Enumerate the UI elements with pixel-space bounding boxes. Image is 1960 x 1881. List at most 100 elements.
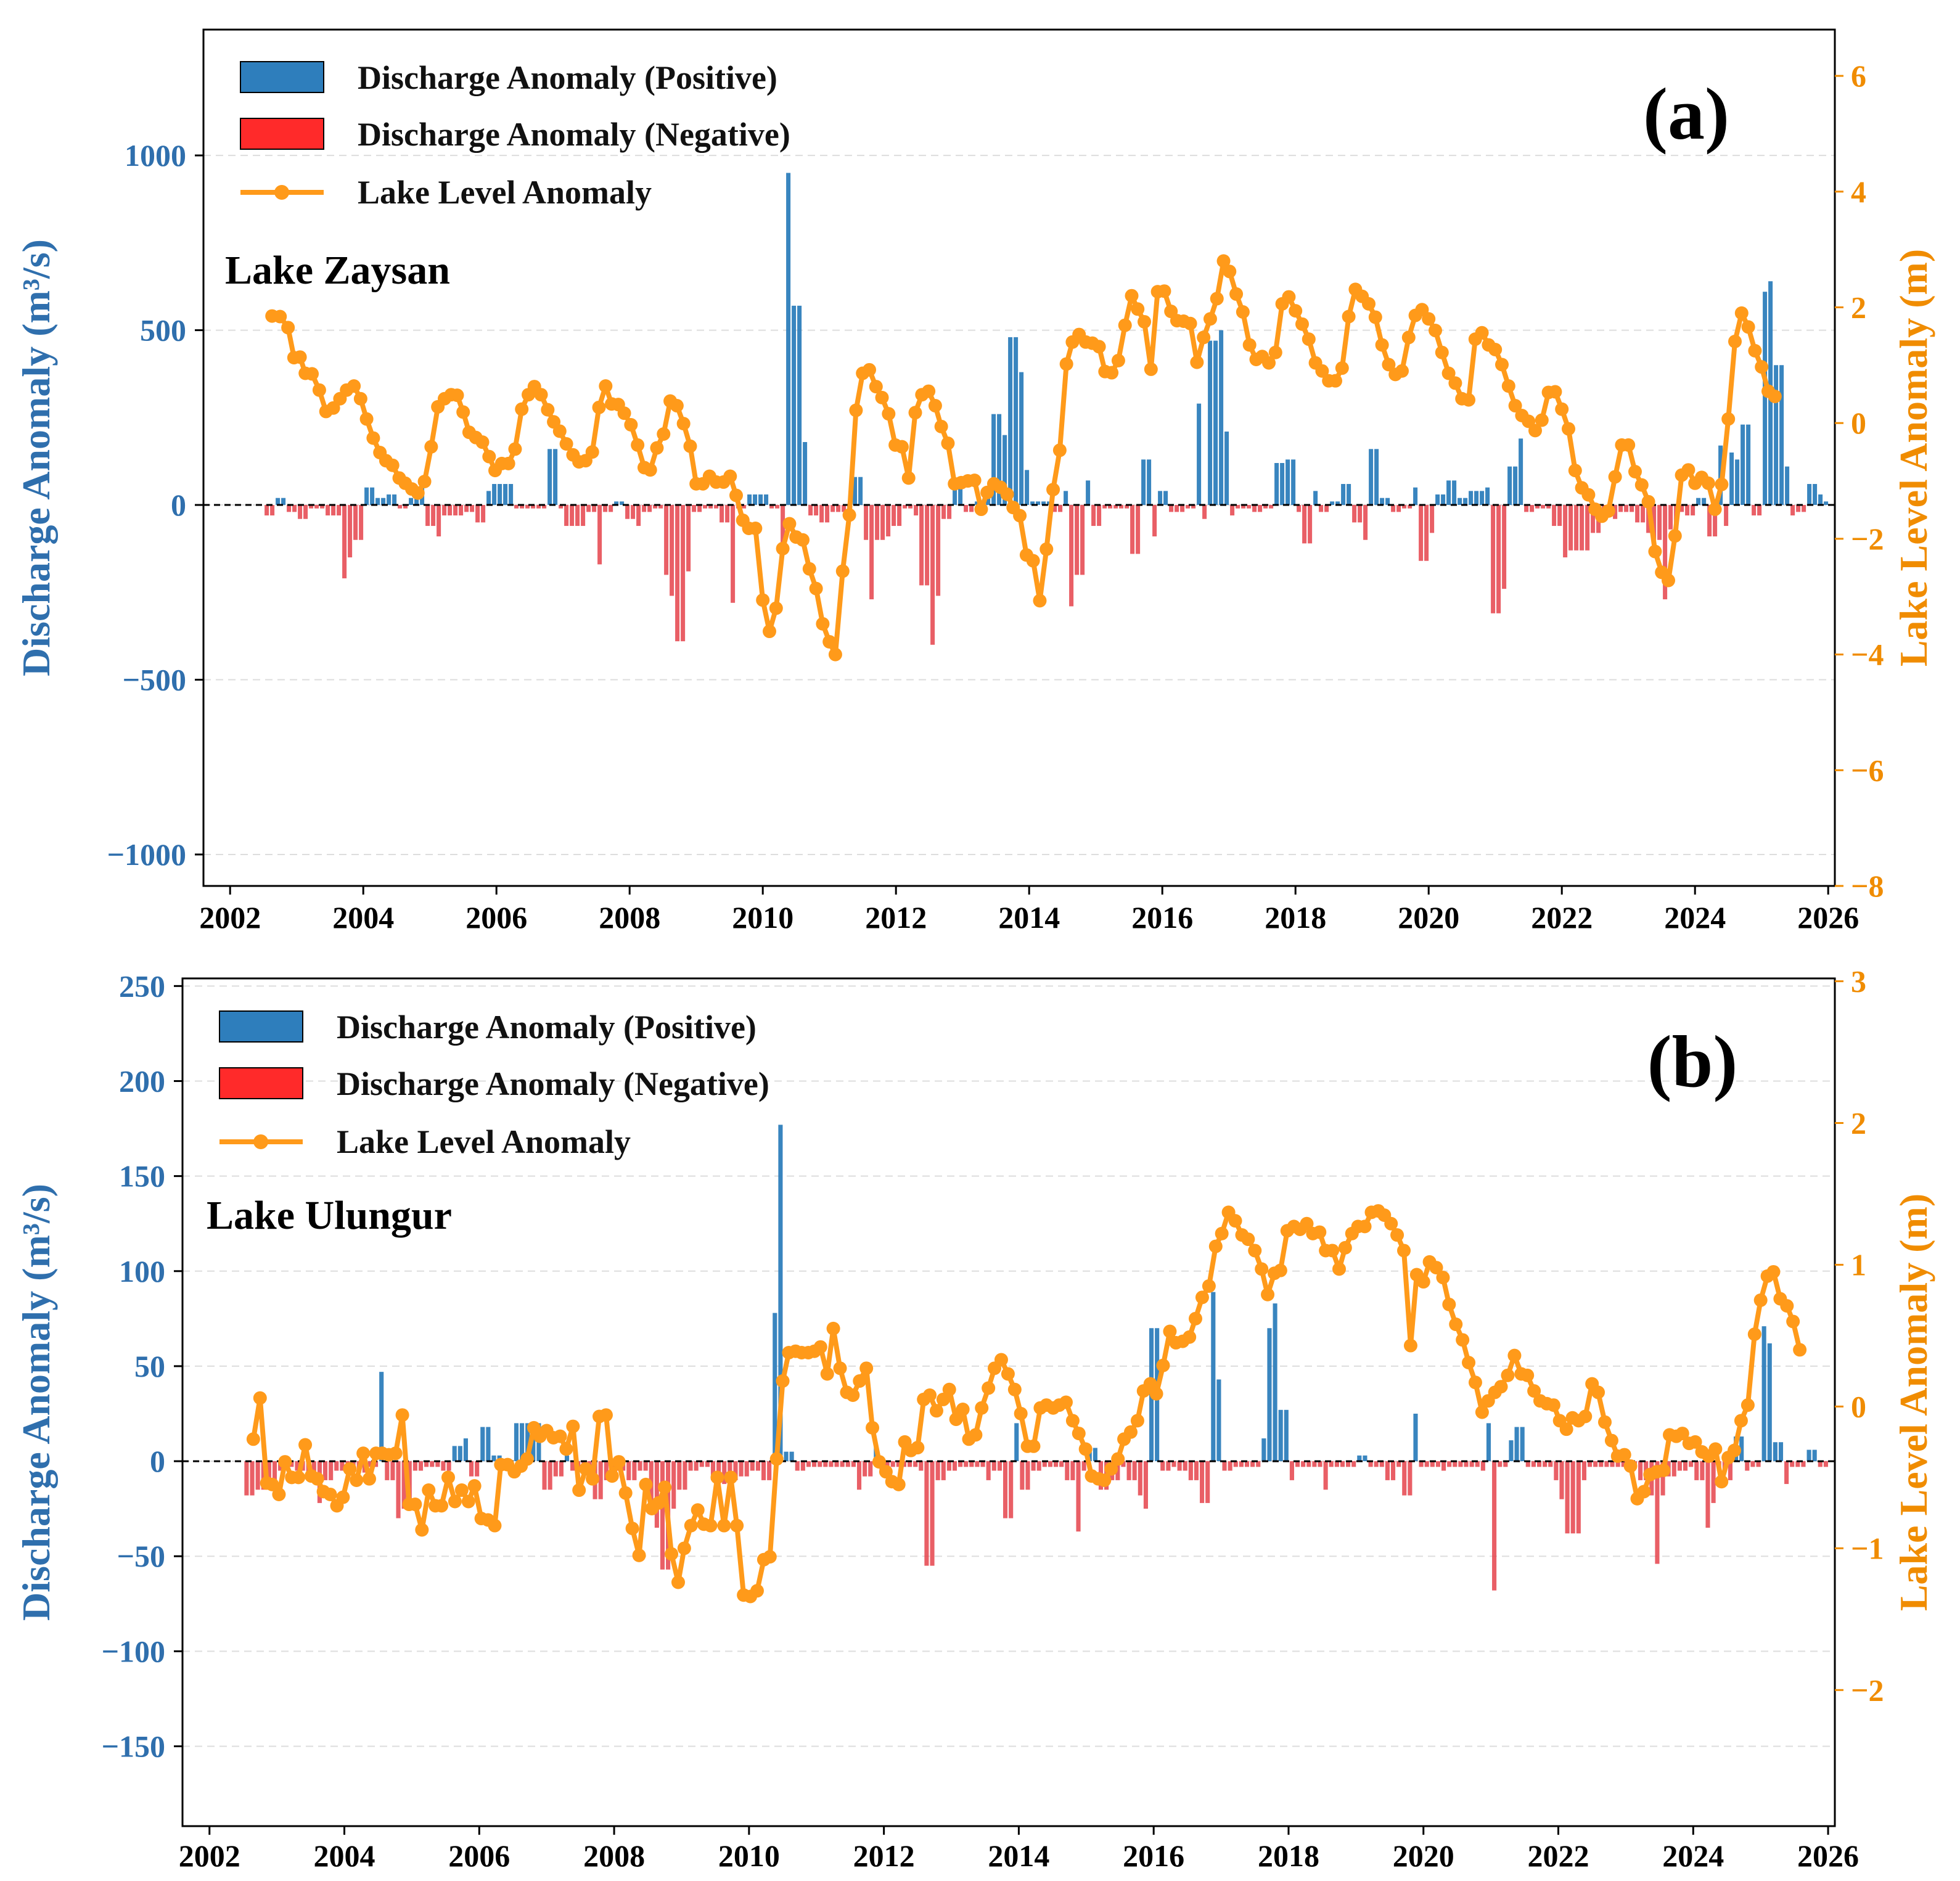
bar-negative xyxy=(570,1461,575,1471)
bar-negative xyxy=(1802,505,1806,512)
bar-negative xyxy=(1052,505,1057,512)
bar-negative xyxy=(437,505,441,537)
bar-negative xyxy=(342,505,347,579)
bar-negative xyxy=(1585,505,1590,551)
bar-negative xyxy=(401,1461,406,1509)
bar-negative xyxy=(1568,505,1573,551)
lake-level-point xyxy=(1662,573,1675,588)
bar-negative xyxy=(385,1461,390,1480)
bar-negative xyxy=(1430,1461,1435,1467)
y-left-tick-label: 250 xyxy=(119,969,165,1003)
bar-negative xyxy=(435,1461,440,1467)
bar-positive xyxy=(1486,1423,1491,1462)
lake-level-point xyxy=(272,1487,286,1501)
lake-level-point xyxy=(949,1412,963,1427)
bar-negative xyxy=(658,505,663,509)
bar-positive xyxy=(1093,1448,1097,1462)
lake-level-point xyxy=(994,1353,1008,1367)
bar-negative xyxy=(1402,505,1407,509)
bar-negative xyxy=(1175,505,1179,512)
bar-negative xyxy=(331,505,336,516)
lake-level-point xyxy=(1429,324,1442,338)
bar-positive xyxy=(1019,372,1024,506)
bar-negative xyxy=(1610,1461,1615,1467)
lake-level-point xyxy=(1300,1216,1314,1231)
bar-positive xyxy=(753,494,758,506)
lake-level-point xyxy=(911,1441,925,1455)
lake-level-point xyxy=(1708,1442,1723,1456)
bar-positive xyxy=(1163,491,1168,506)
lake-level-point xyxy=(336,1490,350,1504)
bar-negative xyxy=(742,505,747,509)
plot-frame xyxy=(202,28,1836,887)
y-right-tick-label: 4 xyxy=(1851,174,1866,209)
bar-negative xyxy=(1548,1461,1553,1467)
bar-negative xyxy=(1126,1461,1131,1480)
bar-negative xyxy=(1065,1461,1070,1480)
lake-level-point xyxy=(1118,318,1132,332)
bar-negative xyxy=(1319,505,1324,512)
lake-level-point xyxy=(1597,1415,1612,1429)
lake-level-point xyxy=(677,1541,691,1555)
lake-level-point xyxy=(278,1455,292,1469)
bar-positive xyxy=(1219,330,1224,506)
bar-negative xyxy=(1801,1461,1806,1467)
bar-negative xyxy=(1795,1461,1800,1467)
lake-level-point xyxy=(853,1374,867,1388)
bar-negative xyxy=(1202,505,1207,519)
bar-negative xyxy=(919,1461,924,1471)
bar-positive xyxy=(1014,1423,1019,1462)
lake-level-point xyxy=(1001,1367,1015,1381)
bar-negative xyxy=(683,1461,687,1490)
bar-negative xyxy=(1081,1461,1086,1471)
y-axis-left-label: Discharge Anomaly (m³/s) xyxy=(14,1184,58,1621)
lake-level-point xyxy=(1747,1327,1761,1342)
lake-level-point xyxy=(643,463,657,477)
bar-negative xyxy=(1363,505,1368,540)
bar-positive xyxy=(1746,424,1751,506)
bar-negative xyxy=(525,505,530,509)
bar-negative xyxy=(812,1461,817,1467)
bar-negative xyxy=(418,1461,424,1471)
bar-negative xyxy=(1713,505,1718,537)
legend-marker-sample xyxy=(253,1134,268,1149)
lake-level-point xyxy=(1111,1452,1125,1466)
lake-level-point xyxy=(310,1472,324,1486)
y-right-tick-label: 2 xyxy=(1851,290,1866,324)
bar-negative xyxy=(1042,1461,1047,1467)
bar-negative xyxy=(1080,505,1085,575)
bar-negative xyxy=(1346,1461,1351,1467)
bar-negative xyxy=(975,1461,980,1467)
bar-negative xyxy=(750,1461,755,1471)
bar-negative xyxy=(1408,1461,1413,1496)
bar-positive xyxy=(853,477,858,506)
bar-positive xyxy=(1261,1438,1266,1462)
lake-level-point xyxy=(456,405,470,419)
bar-negative xyxy=(1188,1461,1193,1480)
bar-negative xyxy=(1563,505,1568,558)
bar-negative xyxy=(710,1461,716,1480)
lake-level-point xyxy=(1604,1433,1618,1448)
bar-negative xyxy=(725,505,730,523)
x-tick-label: 2026 xyxy=(1797,900,1859,935)
lake-level-point xyxy=(461,1494,475,1509)
x-tick-label: 2004 xyxy=(332,900,394,935)
bar-negative xyxy=(1796,505,1801,512)
lake-level-point xyxy=(1215,1226,1229,1240)
bar-negative xyxy=(1091,505,1096,527)
bar-negative xyxy=(1324,505,1329,512)
bar-negative xyxy=(1351,1461,1356,1467)
lake-level-point xyxy=(908,406,922,420)
lake-level-point xyxy=(347,379,361,393)
bar-positive xyxy=(1735,459,1740,506)
lake-level-point xyxy=(1734,1414,1748,1428)
bar-negative xyxy=(1020,1461,1025,1490)
lake-level-point xyxy=(411,486,425,500)
lake-level-point xyxy=(1039,542,1054,556)
bar-negative xyxy=(542,1461,547,1490)
lake-level-point xyxy=(1189,1311,1203,1326)
bar-positive xyxy=(1363,1455,1367,1462)
bar-negative xyxy=(1705,1461,1710,1528)
bar-negative xyxy=(261,1461,266,1490)
bar-negative xyxy=(303,505,308,519)
